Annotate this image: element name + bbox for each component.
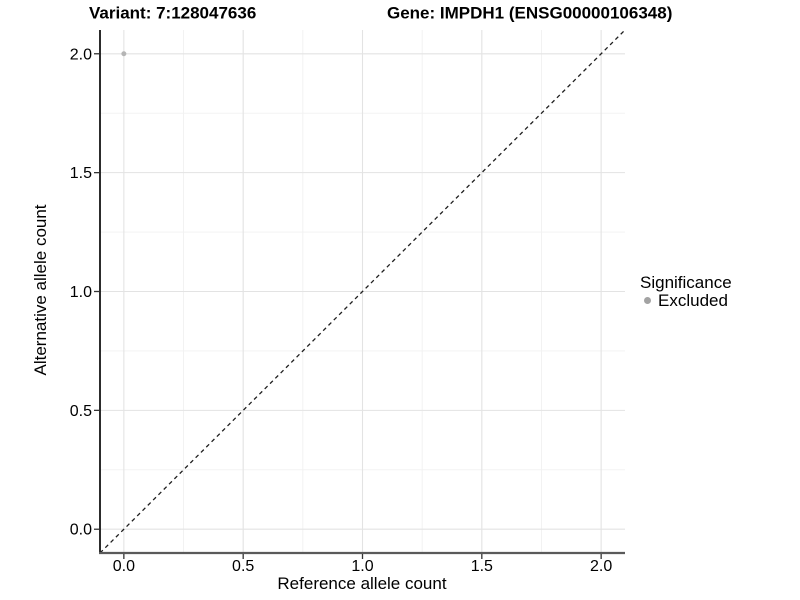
y-axis-title: Alternative allele count bbox=[31, 204, 50, 375]
geom-layer bbox=[99, 29, 626, 554]
legend-title: Significance bbox=[640, 273, 732, 292]
x-tick-label: 1.5 bbox=[471, 558, 493, 575]
x-tick-label: 0.5 bbox=[232, 558, 254, 575]
x-axis-title: Reference allele count bbox=[277, 574, 446, 593]
identity-dashed-line bbox=[99, 29, 626, 554]
x-tick-label: 2.0 bbox=[590, 558, 612, 575]
data-point bbox=[121, 51, 127, 57]
axis-layer: 0.0 0.5 1.0 1.5 2.0 0.0 0.5 1.0 1.5 2.0 bbox=[70, 30, 625, 575]
plot-title-gene: Gene: IMPDH1 (ENSG00000106348) bbox=[387, 4, 672, 23]
y-tick-label: 1.5 bbox=[70, 165, 92, 182]
legend-entry-label: Excluded bbox=[658, 291, 728, 310]
x-tick-label: 0.0 bbox=[113, 558, 135, 575]
legend: Significance Excluded bbox=[640, 273, 732, 310]
y-tick-label: 0.5 bbox=[70, 403, 92, 420]
y-tick-label: 2.0 bbox=[70, 46, 92, 63]
plot-title-variant: Variant: 7:128047636 bbox=[89, 4, 256, 23]
legend-key-dot-icon bbox=[644, 297, 651, 304]
y-tick-label: 0.0 bbox=[70, 522, 92, 539]
y-tick-label: 1.0 bbox=[70, 284, 92, 301]
x-tick-label: 1.0 bbox=[351, 558, 373, 575]
